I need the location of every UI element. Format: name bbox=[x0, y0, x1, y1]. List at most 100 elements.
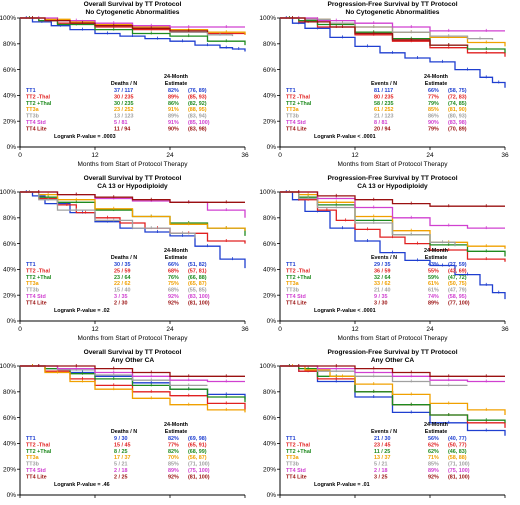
table-header-24-month: 24-Month bbox=[164, 248, 188, 254]
table-row-name: TT1 bbox=[26, 436, 36, 442]
table-row-estimate: 89% bbox=[168, 468, 179, 474]
table-header-events: Deaths / N bbox=[111, 81, 137, 87]
table-header-estimate: Estimate bbox=[425, 81, 447, 87]
table-row-count: 37 / 117 bbox=[114, 88, 133, 94]
table-row-count: 13 / 123 bbox=[114, 114, 133, 120]
table-row-estimate: 66% bbox=[168, 262, 179, 268]
y-tick-label: 40% bbox=[263, 267, 276, 274]
table-row-ci: (56, 87) bbox=[188, 455, 207, 461]
table-row-estimate: 77% bbox=[168, 442, 179, 448]
y-tick-label: 40% bbox=[263, 93, 276, 100]
table-row-ci: (83, 100) bbox=[188, 294, 210, 300]
table-row-ci: (75, 100) bbox=[188, 468, 210, 474]
series-tt4-std-curve bbox=[280, 365, 505, 383]
table-row-count: 5 / 21 bbox=[114, 462, 128, 468]
x-tick-label: 36 bbox=[501, 326, 509, 333]
table-row-estimate: 89% bbox=[428, 468, 439, 474]
table-header-estimate: Estimate bbox=[165, 81, 187, 87]
table-row-estimate: 85% bbox=[428, 462, 439, 468]
table-row-name: TT3a bbox=[26, 107, 40, 113]
table-row-estimate: 59% bbox=[428, 275, 439, 281]
y-tick-label: 20% bbox=[263, 118, 276, 125]
table-row-ci: (81, 100) bbox=[448, 474, 470, 480]
table-row-estimate: 90% bbox=[428, 120, 439, 126]
table-row-count: 2 / 30 bbox=[114, 300, 128, 306]
table-row-count: 5 / 21 bbox=[374, 462, 388, 468]
table-header-events: Events / N bbox=[371, 255, 397, 261]
x-tick-label: 12 bbox=[351, 152, 359, 159]
table-row-ci: (58, 75) bbox=[448, 88, 467, 94]
table-row-ci: (81, 100) bbox=[188, 474, 210, 480]
series-tt3a-curve bbox=[20, 365, 246, 413]
table-row-ci: (27, 59) bbox=[448, 262, 467, 268]
x-tick-label: 36 bbox=[241, 152, 249, 159]
table-row-estimate: 61% bbox=[428, 288, 439, 294]
y-tick-label: 0% bbox=[7, 318, 17, 325]
y-tick-label: 100% bbox=[259, 15, 276, 22]
table-row-ci: (83, 94) bbox=[188, 114, 207, 120]
series-tt2-thal-curve bbox=[20, 17, 246, 46]
series-tt1-curve bbox=[280, 17, 506, 88]
table-row-estimate: 55% bbox=[428, 268, 439, 274]
table-row-estimate: 71% bbox=[428, 455, 439, 461]
table-row-estimate: 75% bbox=[168, 281, 179, 287]
table-row-name: TT2 -Thal bbox=[26, 442, 50, 448]
x-axis-title: Months from Start of Protocol Therapy bbox=[77, 161, 188, 168]
table-row-ci: (50, 75) bbox=[448, 281, 467, 287]
chart-panel-4: Progression-Free Survival by TT Protocol… bbox=[259, 175, 509, 342]
table-header-24-month: 24-Month bbox=[424, 422, 448, 428]
table-row-count: 15 / 45 bbox=[114, 442, 131, 448]
chart-subtitle: No Cytogenetic Abnormalities bbox=[86, 9, 180, 16]
table-row-name: TT3b bbox=[286, 288, 300, 294]
x-tick-label: 24 bbox=[426, 152, 434, 159]
series-tt4-lite-curve bbox=[280, 191, 505, 207]
table-row-ci: (88, 95) bbox=[188, 107, 207, 113]
table-row-name: TT4 Lite bbox=[26, 300, 47, 306]
table-row-estimate: 89% bbox=[428, 300, 439, 306]
table-row-estimate: 86% bbox=[428, 114, 439, 120]
table-row-ci: (40, 77) bbox=[448, 436, 467, 442]
table-row-count: 23 / 64 bbox=[114, 275, 131, 281]
table-row-estimate: 66% bbox=[428, 88, 439, 94]
y-tick-label: 100% bbox=[0, 15, 16, 22]
y-tick-label: 80% bbox=[3, 389, 16, 396]
y-tick-label: 80% bbox=[263, 41, 276, 48]
table-row-estimate: 86% bbox=[168, 101, 179, 107]
table-row-estimate: 92% bbox=[168, 474, 179, 480]
chart-panel-6: Progression-Free Survival by TT Protocol… bbox=[259, 349, 509, 505]
table-row-ci: (43, 69) bbox=[448, 268, 467, 274]
table-row-name: TT3a bbox=[26, 281, 40, 287]
series-tt1-curve bbox=[280, 191, 506, 300]
y-tick-label: 60% bbox=[3, 241, 16, 248]
table-row-name: TT3b bbox=[286, 462, 300, 468]
y-tick-label: 40% bbox=[3, 267, 16, 274]
table-row-estimate: 82% bbox=[168, 449, 179, 455]
y-tick-label: 40% bbox=[263, 441, 276, 448]
table-row-count: 80 / 235 bbox=[374, 94, 393, 100]
y-tick-label: 60% bbox=[263, 67, 276, 74]
y-tick-label: 0% bbox=[7, 144, 17, 151]
series-tt3a-curve bbox=[280, 365, 506, 415]
table-row-ci: (83, 98) bbox=[188, 126, 207, 132]
table-header-events: Deaths / N bbox=[111, 429, 137, 435]
series-tt3a-curve bbox=[20, 191, 246, 231]
y-tick-label: 0% bbox=[7, 492, 17, 499]
table-row-count: 11 / 25 bbox=[374, 449, 390, 455]
table-header-estimate: Estimate bbox=[425, 255, 447, 261]
table-row-name: TT1 bbox=[286, 436, 296, 442]
table-row-estimate: 43% bbox=[428, 262, 439, 268]
x-tick-label: 12 bbox=[351, 326, 359, 333]
table-row-ci: (77, 100) bbox=[448, 300, 470, 306]
table-row-estimate: 79% bbox=[428, 126, 439, 132]
table-row-estimate: 82% bbox=[168, 88, 179, 94]
table-header-estimate: Estimate bbox=[165, 255, 187, 261]
table-row-ci: (51, 82) bbox=[188, 262, 207, 268]
table-row-name: TT1 bbox=[26, 262, 36, 268]
y-tick-label: 80% bbox=[3, 215, 16, 222]
table-row-name: TT3b bbox=[26, 114, 40, 120]
table-row-count: 15 / 40 bbox=[114, 288, 131, 294]
table-row-ci: (46, 83) bbox=[448, 449, 467, 455]
